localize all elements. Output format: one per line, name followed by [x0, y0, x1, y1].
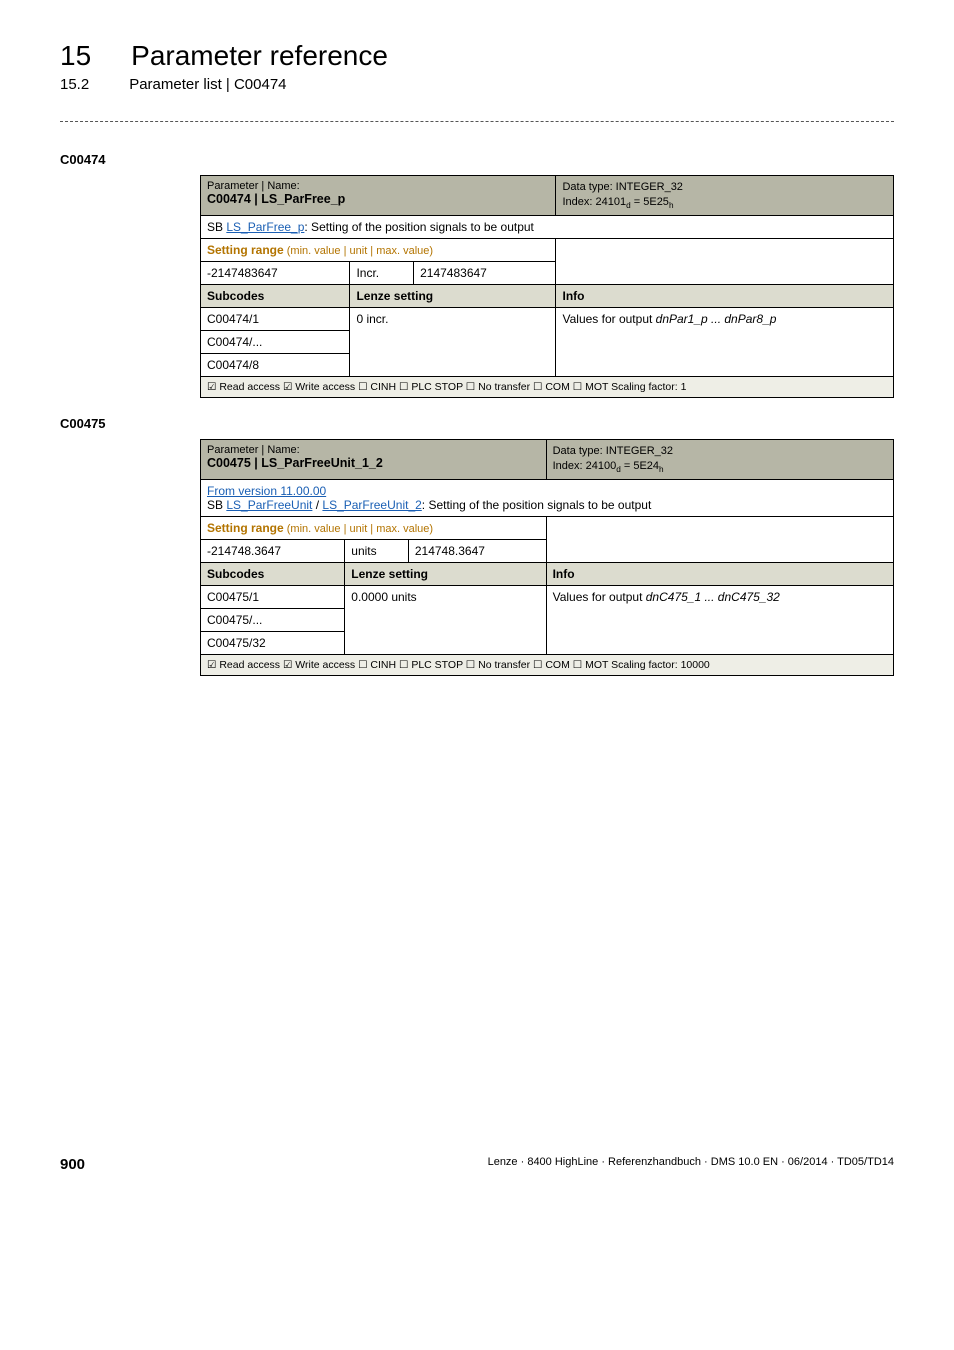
version-link[interactable]: From version 11.00.00 — [207, 484, 326, 498]
subcode: C00475/1 — [201, 586, 345, 609]
param-name: C00474 | LS_ParFree_p — [207, 192, 345, 206]
info-value: Values for output dnPar1_p ... dnPar8_p — [556, 308, 894, 377]
max-value: 2147483647 — [414, 262, 556, 285]
info-header: Info — [546, 563, 893, 586]
param-name-label: Parameter | Name: — [207, 180, 300, 192]
footer-meta: Lenze · 8400 HighLine · Referenzhandbuch… — [488, 1156, 894, 1173]
param-description: From version 11.00.00 SB LS_ParFreeUnit … — [201, 480, 894, 517]
subcode: C00475/32 — [201, 632, 345, 655]
param-name-label: Parameter | Name: — [207, 444, 300, 456]
info-value: Values for output dnC475_1 ... dnC475_32 — [546, 586, 893, 655]
param-id: C00474 — [60, 152, 894, 167]
link-ls-parfreeunit[interactable]: LS_ParFreeUnit — [226, 498, 312, 512]
subcode: C00474/... — [201, 331, 350, 354]
section-title: Parameter list | C00474 — [129, 76, 286, 93]
param-id: C00475 — [60, 416, 894, 431]
access-footer: ☑ Read access ☑ Write access ☐ CINH ☐ PL… — [201, 377, 894, 398]
unit: Incr. — [350, 262, 414, 285]
access-footer: ☑ Read access ☑ Write access ☐ CINH ☐ PL… — [201, 655, 894, 676]
param-table: Parameter | Name: C00475 | LS_ParFreeUni… — [200, 439, 894, 676]
setting-range-label: Setting range (min. value | unit | max. … — [201, 517, 547, 540]
page-number: 900 — [60, 1156, 85, 1173]
info-header: Info — [556, 285, 894, 308]
lenze-value: 0 incr. — [350, 308, 556, 377]
min-value: -2147483647 — [201, 262, 350, 285]
subcode: C00474/1 — [201, 308, 350, 331]
subcodes-header: Subcodes — [201, 563, 345, 586]
setting-range-label: Setting range (min. value | unit | max. … — [201, 239, 556, 262]
max-value: 214748.3647 — [408, 540, 546, 563]
param-table: Parameter | Name: C00474 | LS_ParFree_p … — [200, 175, 894, 398]
subcode: C00475/... — [201, 609, 345, 632]
param-name: C00475 | LS_ParFreeUnit_1_2 — [207, 456, 383, 470]
index-value: Index: 24100d = 5E24h — [553, 460, 664, 472]
link-ls-parfree-p[interactable]: LS_ParFree_p — [226, 220, 304, 234]
subcode: C00474/8 — [201, 354, 350, 377]
unit: units — [345, 540, 409, 563]
min-value: -214748.3647 — [201, 540, 345, 563]
chapter-title: Parameter reference — [131, 40, 388, 72]
subcodes-header: Subcodes — [201, 285, 350, 308]
divider — [60, 121, 894, 122]
index-value: Index: 24101d = 5E25h — [562, 196, 673, 208]
lenze-setting-header: Lenze setting — [350, 285, 556, 308]
data-type: Data type: INTEGER_32 — [562, 181, 682, 193]
link-ls-parfreeunit-2[interactable]: LS_ParFreeUnit_2 — [322, 498, 421, 512]
chapter-number: 15 — [60, 40, 91, 72]
section-number: 15.2 — [60, 76, 89, 93]
lenze-value: 0.0000 units — [345, 586, 546, 655]
lenze-setting-header: Lenze setting — [345, 563, 546, 586]
param-description: SB LS_ParFree_p: Setting of the position… — [201, 216, 894, 239]
data-type: Data type: INTEGER_32 — [553, 445, 673, 457]
